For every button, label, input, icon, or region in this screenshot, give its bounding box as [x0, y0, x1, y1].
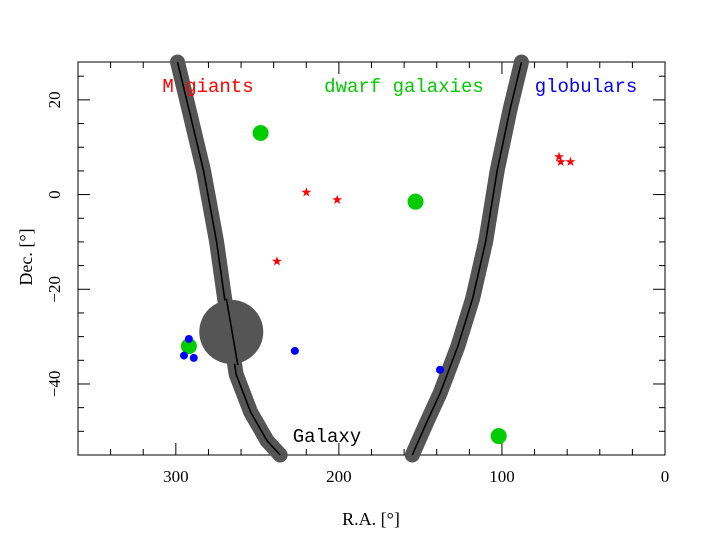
galaxy-band	[170, 54, 529, 463]
m-giant-point: ★	[553, 150, 565, 165]
dwarf-galaxy-point	[180, 338, 197, 355]
m-giant-point: ★	[331, 193, 343, 208]
globular-point	[435, 365, 444, 374]
m-giant-point: ★	[300, 186, 312, 201]
plot-border	[77, 61, 666, 456]
plot-frame	[77, 61, 666, 456]
legend-dwarf-galaxies: dwarf galaxies	[324, 76, 484, 98]
legend-m-giants: M giants	[162, 76, 253, 98]
galaxy-center-line	[225, 298, 239, 366]
x-tick-label: 300	[163, 467, 189, 486]
globular-point	[290, 346, 299, 355]
m-giant-point: ★	[271, 254, 283, 269]
dwarf-galaxy-point	[490, 428, 507, 445]
globular-point	[179, 351, 188, 360]
y-tick-label: 20	[45, 91, 64, 108]
dwarf-galaxy-point	[407, 193, 424, 210]
y-tick-label: 0	[45, 190, 64, 199]
x-axis-title: R.A. [°]	[342, 509, 400, 529]
data-points: ★ ★★★★★	[179, 125, 577, 445]
dwarf-galaxy-point	[252, 125, 269, 142]
galaxy-band-right-outer	[404, 54, 529, 463]
m-giant-point: ★	[555, 155, 567, 170]
y-axis-title: Dec. [°]	[16, 228, 36, 285]
y-tick-label: −20	[45, 276, 64, 303]
galaxy-center	[199, 299, 264, 364]
globular-point	[184, 334, 193, 343]
galaxy-band-left-outer	[170, 54, 288, 463]
globular-point	[189, 353, 198, 362]
galaxy-band-right-line	[411, 61, 523, 456]
x-tick-label: 200	[326, 467, 352, 486]
y-tick-label: −40	[45, 371, 64, 398]
galaxy-label: Galaxy	[293, 426, 361, 448]
x-tick-label: 0	[661, 467, 670, 486]
legend-globulars: globulars	[535, 76, 638, 98]
x-tick-label: 100	[489, 467, 515, 486]
m-giant-point: ★	[565, 155, 577, 170]
